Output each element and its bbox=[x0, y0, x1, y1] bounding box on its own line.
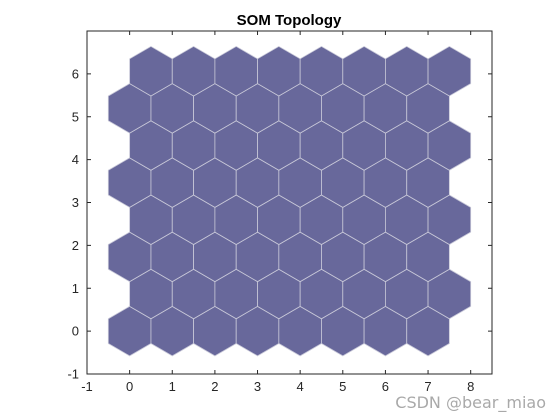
x-tick-label: 7 bbox=[424, 379, 431, 394]
x-tick-label: 4 bbox=[297, 379, 304, 394]
watermark-text: CSDN @bear_miao bbox=[395, 393, 546, 412]
y-tick-label: 6 bbox=[72, 66, 79, 81]
neuron-hex-7-7 bbox=[427, 45, 472, 97]
x-tick-label: 5 bbox=[339, 379, 346, 394]
x-tick-label: 2 bbox=[211, 379, 218, 394]
y-tick-label: 2 bbox=[72, 238, 79, 253]
x-tick-label: -1 bbox=[81, 379, 93, 394]
x-tick-label: 1 bbox=[169, 379, 176, 394]
y-tick-label: 1 bbox=[72, 281, 79, 296]
chart-title: SOM Topology bbox=[237, 12, 342, 29]
x-tick-label: 3 bbox=[254, 379, 261, 394]
x-axis: -1 0 1 2 3 4 5 6 7 8 bbox=[81, 31, 474, 394]
x-tick-label: 6 bbox=[382, 379, 389, 394]
x-tick-label: 0 bbox=[126, 379, 133, 394]
y-tick-label: 4 bbox=[72, 152, 79, 167]
y-axis: -1 0 1 2 3 4 5 6 bbox=[67, 66, 492, 382]
y-tick-label: 3 bbox=[72, 195, 79, 210]
y-tick-label: -1 bbox=[67, 367, 79, 382]
y-tick-label: 0 bbox=[72, 324, 79, 339]
x-tick-label: 8 bbox=[467, 379, 474, 394]
hex-neuron-layer bbox=[107, 45, 472, 357]
y-tick-label: 5 bbox=[72, 109, 79, 124]
